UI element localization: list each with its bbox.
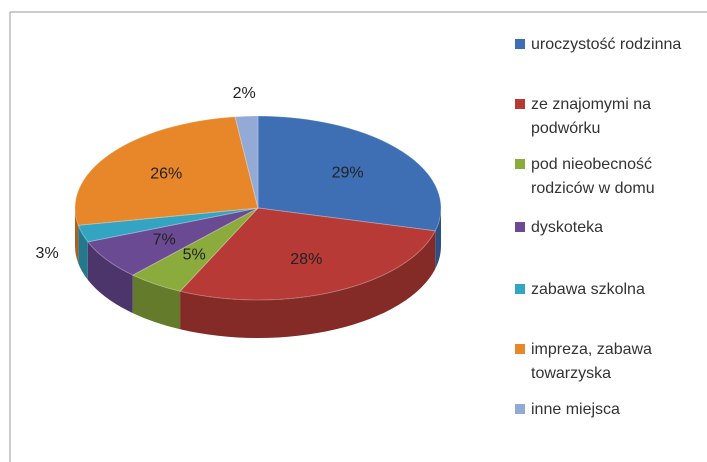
slice [234,115,259,209]
legend-label: zabawa szkolna [531,281,645,298]
legend-item: inne miejsca [515,398,707,422]
slice [86,207,259,276]
data-label: 2% [233,85,256,102]
legend-item: ze znajomymi na podwórku [515,93,707,141]
legend-swatch [515,39,525,49]
slice [77,207,259,243]
data-label: 26% [150,166,182,183]
slice-side [435,208,441,269]
legend-label: impreza, zabawa towarzyska [531,341,652,382]
legend-label: dyskoteka [531,219,604,236]
legend-item: dyskoteka [515,216,707,240]
legend-item: uroczystość rodzinna [515,33,707,57]
data-label: 7% [153,231,176,248]
legend-label: uroczystość rodzinna [531,36,682,53]
legend-swatch [515,222,525,232]
slice [179,207,437,301]
slice [257,115,442,232]
slice-side [132,275,181,330]
slice-side [180,230,436,338]
data-label: 5% [183,246,206,263]
data-label: 28% [290,251,322,268]
legend-swatch [515,404,525,414]
legend-swatch [515,344,525,354]
legend-label: ze znajomymi na podwórku [531,96,652,137]
legend-label: pod nieobecność rodziców w domu [531,156,655,197]
data-label: 29% [332,164,364,181]
data-label: 3% [36,245,59,262]
slice-side [78,225,88,280]
legend-swatch [515,99,525,109]
slice [131,207,259,292]
slice-side [75,208,79,264]
slice-side [87,241,133,314]
legend-item: pod nieobecność rodziców w domu [515,153,707,201]
legend-swatch [515,159,525,169]
legend-item: zabawa szkolna [515,278,707,302]
legend-label: inne miejsca [531,401,620,418]
legend-item: impreza, zabawa towarzyska [515,338,707,386]
slice [74,116,259,226]
legend-swatch [515,284,525,294]
